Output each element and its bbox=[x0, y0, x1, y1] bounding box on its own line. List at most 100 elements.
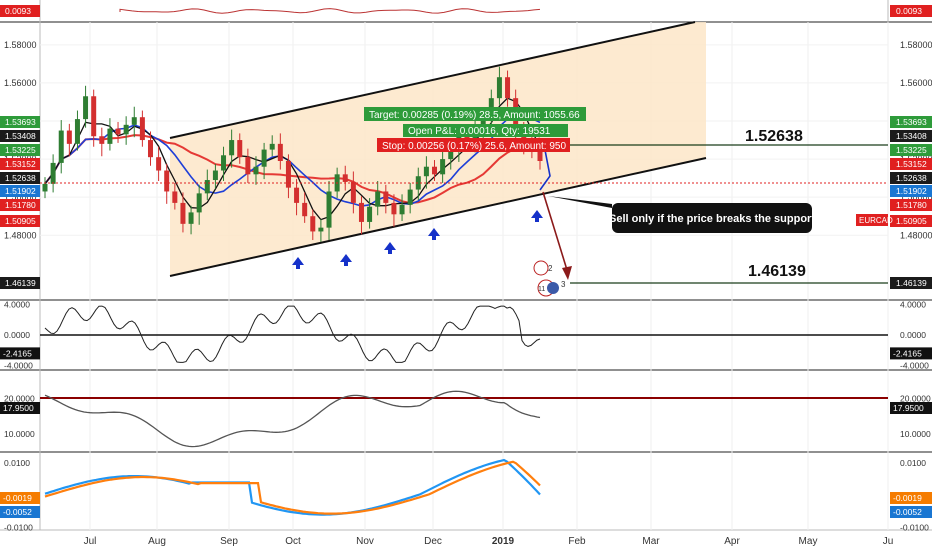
x-tick-label: Mar bbox=[642, 536, 660, 547]
macd-tag-right bbox=[890, 506, 932, 518]
candle-body bbox=[415, 176, 421, 190]
price-tag-right bbox=[890, 130, 932, 142]
event-badge-count: 2 bbox=[548, 264, 553, 273]
osc1-tick-left: 0.0000 bbox=[4, 330, 30, 340]
price-tag-left bbox=[0, 215, 40, 227]
price-tag-right-text: 1.53152 bbox=[896, 159, 927, 169]
osc1-line bbox=[44, 305, 541, 363]
candle-body bbox=[139, 117, 145, 141]
price-tag-right bbox=[890, 5, 932, 17]
level-low-label: 1.46139 bbox=[748, 263, 806, 280]
price-tag-right bbox=[890, 158, 932, 170]
price-tag-right-text: 1.51902 bbox=[896, 186, 927, 196]
candle-body bbox=[285, 161, 291, 188]
candle-body bbox=[180, 202, 186, 224]
channel-upper-line bbox=[169, 21, 696, 139]
trade-overlays: 1.52638 1.46139 Target: 0.00285 (0.19%) 28… bbox=[40, 107, 888, 297]
candle-body bbox=[269, 143, 275, 150]
price-tag-left-text: 1.53152 bbox=[5, 159, 36, 169]
price-tag-left bbox=[0, 5, 40, 17]
x-tick-label: Aug bbox=[148, 536, 166, 547]
price-tag-left-text: 1.46139 bbox=[5, 278, 36, 288]
note-pointer bbox=[548, 196, 612, 208]
candle-body bbox=[342, 174, 348, 182]
candle-body bbox=[253, 166, 259, 175]
price-tag-right-text: 1.53225 bbox=[896, 145, 927, 155]
candle-body bbox=[399, 204, 405, 215]
candle-body bbox=[58, 130, 64, 163]
candle-body bbox=[375, 191, 381, 207]
price-tag-right-text: 0.0093 bbox=[896, 6, 922, 16]
price-tick-right: 1.48000 bbox=[900, 230, 932, 240]
osc2-tag-left-text: 17.9500 bbox=[3, 403, 34, 413]
event-badge-icon bbox=[533, 260, 549, 276]
support-arrow-icon bbox=[428, 228, 440, 240]
x-tick-label: Apr bbox=[724, 536, 740, 547]
candle-body bbox=[237, 140, 243, 158]
price-tick-left: 1.58000 bbox=[4, 40, 37, 50]
candle-body bbox=[472, 130, 478, 144]
osc1-tick-right: -4.0000 bbox=[900, 360, 929, 370]
candle-body bbox=[448, 149, 454, 160]
candle-body bbox=[358, 202, 364, 222]
candle-body bbox=[423, 166, 429, 177]
support-arrow-icon bbox=[340, 254, 352, 266]
projection-down-arrowhead bbox=[562, 266, 572, 280]
macd-tag-left bbox=[0, 506, 40, 518]
osc2-tick-right: 10.0000 bbox=[900, 429, 931, 439]
macd-tag-left-text: -0.0052 bbox=[3, 507, 32, 517]
price-tag-left bbox=[0, 172, 40, 184]
candle-body bbox=[391, 202, 397, 215]
price-tag-left-text: 1.52638 bbox=[5, 173, 36, 183]
open-pl-box bbox=[403, 124, 568, 137]
support-arrow-icon bbox=[292, 257, 304, 269]
osc2-tag-right-text: 17.9500 bbox=[893, 403, 924, 413]
note-box bbox=[612, 203, 812, 233]
x-tick-label: Dec bbox=[424, 536, 442, 547]
candle-body bbox=[302, 202, 308, 217]
macd-tick-right: -0.0100 bbox=[900, 522, 929, 532]
price-tag-left bbox=[0, 277, 40, 289]
price-tag-right-text: 1.53693 bbox=[896, 117, 927, 127]
candle-body bbox=[204, 180, 210, 194]
price-tag-right bbox=[890, 199, 932, 211]
price-tag-right-text: 1.51780 bbox=[896, 200, 927, 210]
osc2-tag-right bbox=[890, 402, 932, 414]
indicator-panels bbox=[40, 8, 888, 516]
macd-tag-right-text: -0.0052 bbox=[893, 507, 922, 517]
x-tick-label: Ju bbox=[883, 536, 894, 547]
candle-body bbox=[221, 155, 227, 171]
price-tag-left bbox=[0, 116, 40, 128]
macd-tag-left bbox=[0, 492, 40, 504]
candle-body bbox=[196, 193, 202, 213]
candle-body bbox=[107, 128, 113, 144]
x-tick-label: 2019 bbox=[492, 536, 515, 547]
price-tick-right: 1.58000 bbox=[900, 40, 932, 50]
candle-body bbox=[156, 157, 162, 171]
x-tick-label: Feb bbox=[568, 536, 586, 547]
candle-body bbox=[42, 183, 48, 192]
top-strip-line bbox=[119, 8, 541, 14]
candle-body bbox=[294, 187, 300, 203]
candle-body bbox=[99, 136, 105, 144]
price-tag-left-text: 1.53408 bbox=[5, 131, 36, 141]
x-tick-label: May bbox=[799, 536, 818, 547]
price-tick-left: 1.48000 bbox=[4, 230, 37, 240]
macd-signal-line bbox=[44, 460, 541, 515]
candle-body bbox=[383, 191, 389, 203]
osc1-tag-right bbox=[890, 347, 932, 360]
candle-body bbox=[261, 149, 267, 167]
price-tag-right bbox=[890, 172, 932, 184]
price-tick-left: 1.50000 bbox=[4, 192, 37, 202]
symbol-tag bbox=[856, 214, 888, 226]
candle-body bbox=[212, 170, 218, 181]
price-tag-right bbox=[890, 144, 932, 156]
stop-box bbox=[377, 138, 570, 152]
candle-body bbox=[277, 143, 283, 161]
price-tick-right: 1.56000 bbox=[900, 78, 932, 88]
candle-body bbox=[521, 132, 527, 142]
stop-label: Stop: 0.00256 (0.17%) 25.6, Amount: 950 bbox=[382, 141, 566, 152]
axes: Jul Aug Sep Oct Nov Dec 2019 Feb Mar Apr May Ju 1.58… bbox=[0, 5, 932, 547]
